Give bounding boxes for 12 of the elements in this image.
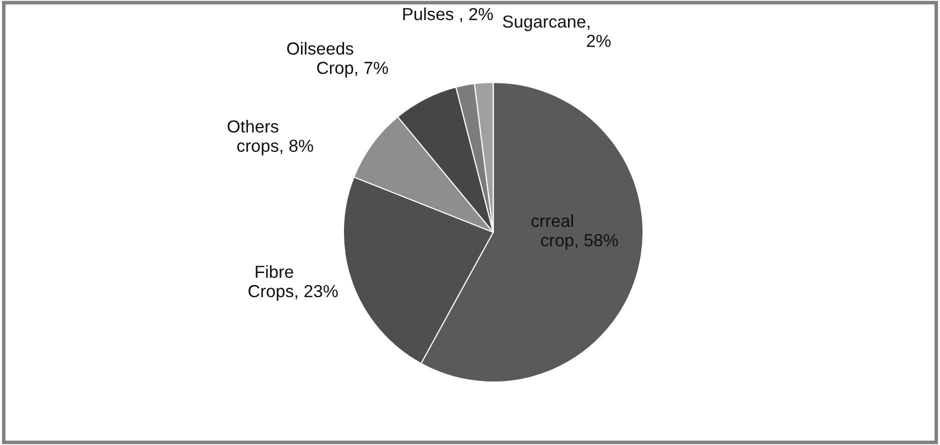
slice-label: Sugarcane (502, 15, 586, 32)
slice-label: crreal crop (531, 214, 574, 250)
data-label: , 8% (280, 140, 314, 154)
slice-label: Oilseeds Crop (287, 42, 354, 78)
slice-label: Others crops (228, 120, 278, 156)
data-label: , 7% (355, 62, 388, 76)
data-label: , 23% (296, 284, 338, 300)
slice-label: Fibre Crops (248, 265, 294, 301)
slice-label: Pulses (403, 7, 454, 20)
data-label: , 2% (460, 8, 493, 22)
data-label: , 2% (586, 26, 611, 47)
data-label: , 58% (576, 234, 618, 248)
